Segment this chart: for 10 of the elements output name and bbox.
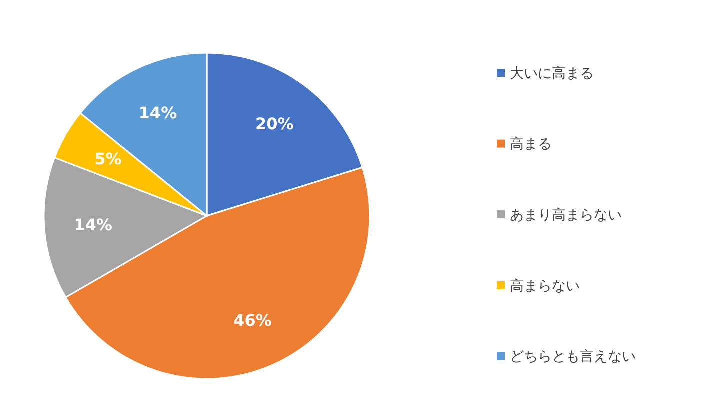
legend-label: どちらとも言えない bbox=[510, 349, 636, 366]
data-label: 46% bbox=[234, 311, 272, 330]
legend-label: あまり高まらない bbox=[510, 208, 622, 224]
data-label: 5% bbox=[94, 150, 122, 169]
data-label: 14% bbox=[138, 104, 178, 123]
legend-label: 大いに高まる bbox=[510, 66, 594, 82]
legend-label: 高まる bbox=[510, 136, 552, 153]
data-label: 14% bbox=[74, 216, 112, 235]
data-label: 20% bbox=[256, 114, 294, 134]
legend-label: 高まらない bbox=[510, 278, 580, 294]
